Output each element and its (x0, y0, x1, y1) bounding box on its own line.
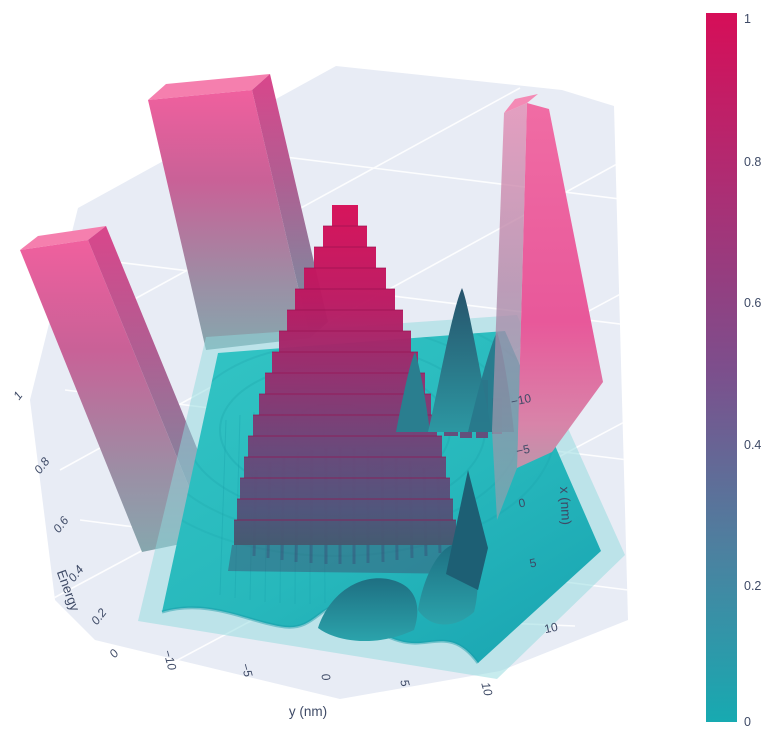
energy-tick: 1 (10, 389, 25, 403)
y-tick: 10 (478, 681, 495, 698)
slab-top-face (20, 226, 106, 250)
transmitted-wave-mounds[interactable] (318, 470, 488, 642)
slab-left-face (492, 103, 527, 520)
slab-front-face (20, 240, 210, 552)
scattered-peak-small (396, 352, 430, 432)
x-axis: −10 −5 0 5 10 x (nm) (510, 391, 574, 636)
x-tick: 10 (543, 620, 559, 637)
wave-packet-base-shadow (228, 545, 470, 574)
slab-top-face (504, 94, 538, 113)
colorbar-tick: 0.4 (744, 438, 761, 452)
colorbar-tick: 0 (744, 715, 751, 729)
wave-packet-step-lines (234, 225, 456, 521)
x-tick: −10 (510, 391, 533, 409)
wave-packet-peak[interactable] (234, 205, 456, 545)
y-axis: −10 −5 0 5 10 y (nm) (160, 648, 495, 719)
colorbar-tick: 0.8 (744, 155, 761, 169)
sharp-ridge (446, 470, 488, 590)
colorbar-tick: 1 (744, 12, 751, 26)
x-tick: 5 (528, 555, 538, 570)
colorbar-tick: 0.2 (744, 579, 761, 593)
y-tick: −10 (160, 648, 179, 672)
colorbar-gradient (706, 13, 737, 722)
y-axis-title: y (nm) (289, 704, 327, 719)
scattered-peak-large (428, 288, 492, 432)
mound-left (318, 578, 418, 642)
slab-front-face (148, 90, 310, 350)
slab-top-face (148, 74, 270, 100)
y-tick: −5 (238, 662, 255, 679)
colorbar-tick: 0.6 (744, 296, 761, 310)
x-tick: 0 (517, 495, 527, 510)
energy-tick: 0 (106, 646, 121, 660)
y-tick: 0 (318, 672, 333, 682)
colorbar: 1 0.8 0.6 0.4 0.2 0 (706, 12, 761, 729)
y-tick: 5 (397, 678, 412, 688)
barrier-slab-right[interactable] (492, 94, 603, 520)
x-tick: −5 (515, 442, 532, 459)
x-axis-title: x (nm) (557, 486, 574, 525)
slab-right-face (517, 103, 603, 468)
